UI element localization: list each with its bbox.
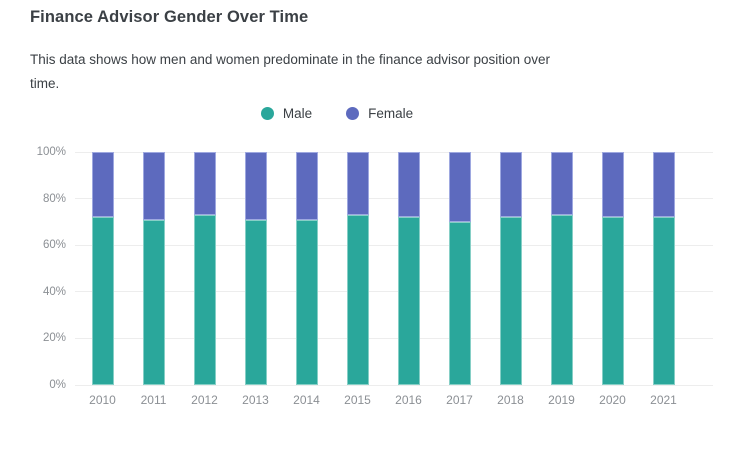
- bar-segment-female[interactable]: [295, 152, 318, 220]
- legend-item-female[interactable]: Female: [346, 106, 413, 121]
- bar-segment-male[interactable]: [448, 221, 471, 385]
- bar-slot: [383, 152, 434, 385]
- bar-group-2019: [550, 152, 573, 385]
- chart-subtitle: This data shows how men and women predom…: [30, 52, 551, 91]
- bar-slot: [281, 152, 332, 385]
- bar-slot: [230, 152, 281, 385]
- legend-swatch-icon: [346, 107, 360, 120]
- bar-segment-male[interactable]: [244, 219, 267, 385]
- bar-slot: [128, 152, 179, 385]
- grid-line: [75, 337, 713, 339]
- y-tick-label: 40%: [42, 285, 66, 298]
- x-tick-label: 2020: [599, 393, 626, 407]
- legend-swatch-icon: [260, 107, 274, 120]
- bar-segment-female[interactable]: [142, 152, 165, 220]
- bar-group-2017: [448, 152, 471, 385]
- bars-container: [77, 152, 689, 385]
- bar-group-2011: [142, 152, 165, 385]
- bar-segment-male[interactable]: [652, 217, 675, 385]
- bar-group-2012: [193, 152, 216, 385]
- bar-segment-male[interactable]: [193, 214, 216, 385]
- legend-label: Female: [368, 106, 414, 121]
- bar-group-2010: [91, 152, 114, 385]
- bar-slot: [179, 152, 230, 385]
- bar-segment-female[interactable]: [448, 152, 471, 222]
- x-tick-label: 2013: [242, 393, 269, 407]
- bar-group-2018: [499, 152, 522, 385]
- legend-label: Male: [282, 106, 313, 121]
- y-tick-label: 0%: [49, 379, 66, 391]
- x-tick-label: 2011: [140, 393, 167, 407]
- x-tick-label: 2021: [650, 393, 677, 407]
- legend-item-male[interactable]: Male: [260, 106, 313, 121]
- grid-line: [75, 151, 713, 153]
- bar-segment-female[interactable]: [346, 152, 369, 215]
- x-tick-label: 2019: [548, 393, 575, 407]
- bar-segment-female[interactable]: [91, 152, 114, 218]
- chart-title: Finance Advisor Gender Over Time: [30, 8, 309, 26]
- grid-line: [75, 291, 713, 293]
- bar-segment-male[interactable]: [346, 214, 369, 385]
- bar-segment-male[interactable]: [601, 217, 624, 385]
- bar-segment-female[interactable]: [499, 152, 522, 218]
- grid-line: [75, 244, 713, 246]
- bar-group-2013: [244, 152, 267, 385]
- x-tick-label: 2018: [497, 393, 524, 407]
- y-tick-label: 20%: [42, 332, 66, 345]
- bar-segment-male[interactable]: [91, 217, 114, 385]
- bar-segment-male[interactable]: [550, 214, 573, 385]
- x-tick-label: 2012: [191, 393, 218, 407]
- bar-segment-female[interactable]: [397, 152, 420, 218]
- bar-segment-male[interactable]: [397, 217, 420, 385]
- bar-slot: [536, 152, 587, 385]
- bar-group-2021: [652, 152, 675, 385]
- bar-segment-female[interactable]: [652, 152, 675, 218]
- bar-segment-male[interactable]: [295, 219, 318, 385]
- bar-group-2016: [397, 152, 420, 385]
- y-tick-label: 100%: [36, 146, 66, 158]
- x-axis: 2010 2011 2012 2013 2014 2015 2016 2017 2018 2019…: [77, 393, 689, 407]
- y-tick-label: 80%: [42, 192, 66, 205]
- bar-slot: [434, 152, 485, 385]
- bar-slot: [638, 152, 689, 385]
- bar-segment-female[interactable]: [601, 152, 624, 218]
- bar-group-2020: [601, 152, 624, 385]
- bar-slot: [587, 152, 638, 385]
- x-tick-label: 2015: [344, 393, 371, 407]
- plot-area: [75, 151, 713, 386]
- x-tick-label: 2017: [446, 393, 473, 407]
- bar-slot: [485, 152, 536, 385]
- x-tick-label: 2016: [395, 393, 422, 407]
- x-tick-label: 2010: [89, 393, 116, 407]
- grid-line: [75, 384, 713, 386]
- bar-segment-female[interactable]: [550, 152, 573, 215]
- y-tick-label: 60%: [42, 239, 66, 252]
- bar-segment-female[interactable]: [244, 152, 267, 220]
- bar-group-2014: [295, 152, 318, 385]
- bar-segment-female[interactable]: [193, 152, 216, 215]
- bar-segment-male[interactable]: [499, 217, 522, 385]
- bar-slot: [332, 152, 383, 385]
- bar-slot: [77, 152, 128, 385]
- bar-group-2015: [346, 152, 369, 385]
- bar-segment-male[interactable]: [142, 219, 165, 385]
- x-tick-label: 2014: [293, 393, 320, 407]
- grid-line: [75, 198, 713, 200]
- chart-legend: Male Female: [37, 106, 637, 121]
